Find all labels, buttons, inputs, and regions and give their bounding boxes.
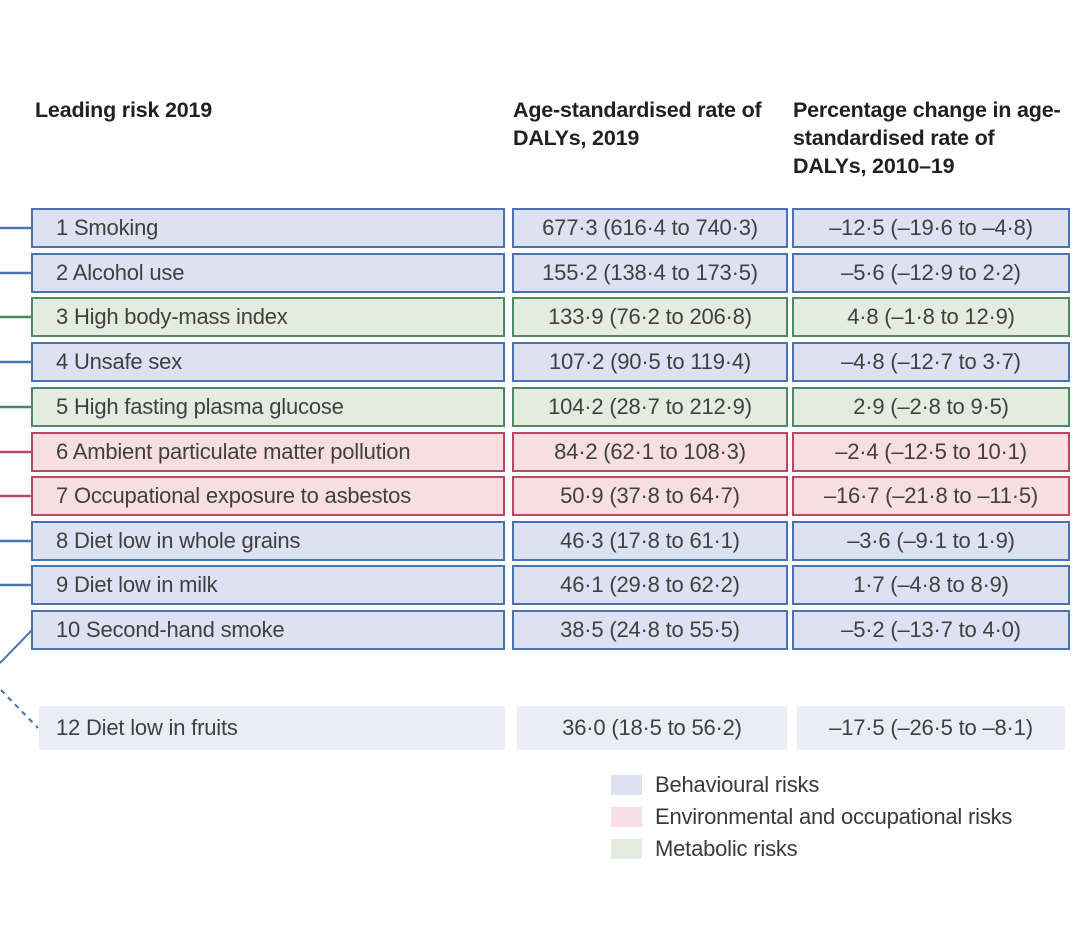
risk-row-10: 10 Second-hand smoke 38·5 (24·8 to 55·5)… (0, 610, 1072, 650)
risk-label: 8 Diet low in whole grains (56, 528, 301, 553)
pct-change-value: –12·5 (–19·6 to –4·8) (829, 215, 1033, 240)
risk-label: 12 Diet low in fruits (56, 715, 238, 740)
daly-rate-cell: 46·1 (29·8 to 62·2) (512, 565, 788, 605)
pct-change-cell: –17·5 (–26·5 to –8·1) (797, 706, 1065, 750)
daly-rate-value: 50·9 (37·8 to 64·7) (560, 483, 740, 508)
risk-label: 1 Smoking (56, 215, 159, 240)
risk-label: 5 High fasting plasma glucose (56, 394, 344, 419)
risk-row-6: 6 Ambient particulate matter pollution 8… (0, 432, 1072, 472)
risk-row-12: 12 Diet low in fruits 36·0 (18·5 to 56·2… (0, 706, 1072, 750)
legend-item-environmental: Environmental and occupational risks (611, 801, 1012, 833)
daly-rate-cell: 107·2 (90·5 to 119·4) (512, 342, 788, 382)
risk-row-5: 5 High fasting plasma glucose 104·2 (28·… (0, 387, 1072, 427)
pct-change-cell: –12·5 (–19·6 to –4·8) (792, 208, 1070, 248)
daly-rate-cell: 155·2 (138·4 to 173·5) (512, 253, 788, 293)
daly-rate-cell: 50·9 (37·8 to 64·7) (512, 476, 788, 516)
rank-connector-lines (0, 226, 39, 729)
daly-rate-value: 155·2 (138·4 to 173·5) (542, 260, 758, 285)
pct-change-cell: 4·8 (–1·8 to 12·9) (792, 297, 1070, 337)
daly-rate-value: 133·9 (76·2 to 206·8) (548, 304, 752, 329)
risk-label: 2 Alcohol use (56, 260, 185, 285)
pct-change-value: –5·6 (–12·9 to 2·2) (841, 260, 1021, 285)
connector-line-rank10 (0, 629, 33, 664)
pct-change-value: –4·8 (–12·7 to 3·7) (841, 349, 1021, 374)
behavioural-swatch-icon (611, 775, 642, 795)
risk-name-cell: 8 Diet low in whole grains (31, 521, 505, 561)
legend-item-metabolic: Metabolic risks (611, 833, 1012, 865)
pct-change-cell: –4·8 (–12·7 to 3·7) (792, 342, 1070, 382)
risk-row-1: 1 Smoking 677·3 (616·4 to 740·3) –12·5 (… (0, 208, 1072, 248)
legend-label: Environmental and occupational risks (655, 804, 1013, 829)
pct-change-value: –3·6 (–9·1 to 1·9) (847, 528, 1015, 553)
daly-rate-value: 107·2 (90·5 to 119·4) (548, 349, 752, 374)
risk-name-cell: 10 Second-hand smoke (31, 610, 505, 650)
risk-row-8: 8 Diet low in whole grains 46·3 (17·8 to… (0, 521, 1072, 561)
risk-row-7: 7 Occupational exposure to asbestos 50·9… (0, 476, 1072, 516)
risk-label: 6 Ambient particulate matter pollution (56, 439, 411, 464)
risk-name-cell: 2 Alcohol use (31, 253, 505, 293)
pct-change-value: –5·2 (–13·7 to 4·0) (841, 617, 1021, 642)
risk-row-9: 9 Diet low in milk 46·1 (29·8 to 62·2) 1… (0, 565, 1072, 605)
column-header-leading-risk: Leading risk 2019 (35, 98, 213, 122)
legend: Behavioural risks Environmental and occu… (611, 769, 1012, 865)
daly-rate-value: 677·3 (616·4 to 740·3) (542, 215, 758, 240)
legend-label: Behavioural risks (655, 772, 820, 797)
pct-change-value: –16·7 (–21·8 to –11·5) (823, 483, 1039, 508)
pct-change-cell: –5·2 (–13·7 to 4·0) (792, 610, 1070, 650)
risk-name-cell: 7 Occupational exposure to asbestos (31, 476, 505, 516)
daly-rate-value: 46·3 (17·8 to 61·1) (560, 528, 740, 553)
daly-rate-cell: 677·3 (616·4 to 740·3) (512, 208, 788, 248)
legend-label: Metabolic risks (655, 836, 798, 861)
daly-rate-value: 84·2 (62·1 to 108·3) (554, 439, 746, 464)
daly-rate-value: 36·0 (18·5 to 56·2) (562, 715, 742, 740)
risk-name-cell: 1 Smoking (31, 208, 505, 248)
risk-row-2: 2 Alcohol use 155·2 (138·4 to 173·5) –5·… (0, 253, 1072, 293)
pct-change-cell: 1·7 (–4·8 to 8·9) (792, 565, 1070, 605)
risk-name-cell: 9 Diet low in milk (31, 565, 505, 605)
risk-row-3: 3 High body-mass index 133·9 (76·2 to 20… (0, 297, 1072, 337)
risk-name-cell: 5 High fasting plasma glucose (31, 387, 505, 427)
risk-label: 3 High body-mass index (56, 304, 288, 329)
daly-rate-cell: 133·9 (76·2 to 206·8) (512, 297, 788, 337)
risk-name-cell: 4 Unsafe sex (31, 342, 505, 382)
pct-change-cell: –5·6 (–12·9 to 2·2) (792, 253, 1070, 293)
column-header-daly-rate: Age-standardised rate of DALYs, 2019 (513, 98, 762, 150)
pct-change-cell: –3·6 (–9·1 to 1·9) (792, 521, 1070, 561)
pct-change-value: –2·4 (–12·5 to 10·1) (835, 439, 1027, 464)
risk-row-4: 4 Unsafe sex 107·2 (90·5 to 119·4) –4·8 … (0, 342, 1072, 382)
daly-rate-value: 104·2 (28·7 to 212·9) (548, 394, 752, 419)
risk-name-cell: 6 Ambient particulate matter pollution (31, 432, 505, 472)
metabolic-swatch-icon (611, 839, 642, 859)
connector-line-rank12-dashed (0, 689, 39, 729)
pct-change-value: –17·5 (–26·5 to –8·1) (829, 715, 1033, 740)
risk-label: 9 Diet low in milk (56, 572, 218, 597)
environmental-swatch-icon (611, 807, 642, 827)
daly-rate-cell: 104·2 (28·7 to 212·9) (512, 387, 788, 427)
pct-change-cell: –16·7 (–21·8 to –11·5) (792, 476, 1070, 516)
risk-label: 10 Second-hand smoke (56, 617, 285, 642)
pct-change-value: 1·7 (–4·8 to 8·9) (853, 572, 1009, 597)
column-header-pct-change: Percentage change in age-standardised ra… (793, 98, 1061, 178)
legend-item-behavioural: Behavioural risks (611, 769, 1012, 801)
pct-change-cell: 2·9 (–2·8 to 9·5) (792, 387, 1070, 427)
daly-rate-value: 38·5 (24·8 to 55·5) (560, 617, 740, 642)
risk-name-cell: 12 Diet low in fruits (39, 706, 505, 750)
risk-label: 4 Unsafe sex (56, 349, 183, 374)
pct-change-cell: –2·4 (–12·5 to 10·1) (792, 432, 1070, 472)
pct-change-value: 4·8 (–1·8 to 12·9) (847, 304, 1015, 329)
daly-rate-cell: 84·2 (62·1 to 108·3) (512, 432, 788, 472)
daly-rate-value: 46·1 (29·8 to 62·2) (560, 572, 740, 597)
risk-label: 7 Occupational exposure to asbestos (56, 483, 412, 508)
risk-name-cell: 3 High body-mass index (31, 297, 505, 337)
pct-change-value: 2·9 (–2·8 to 9·5) (853, 394, 1009, 419)
daly-rate-cell: 36·0 (18·5 to 56·2) (517, 706, 787, 750)
daly-rate-cell: 46·3 (17·8 to 61·1) (512, 521, 788, 561)
daly-rate-cell: 38·5 (24·8 to 55·5) (512, 610, 788, 650)
